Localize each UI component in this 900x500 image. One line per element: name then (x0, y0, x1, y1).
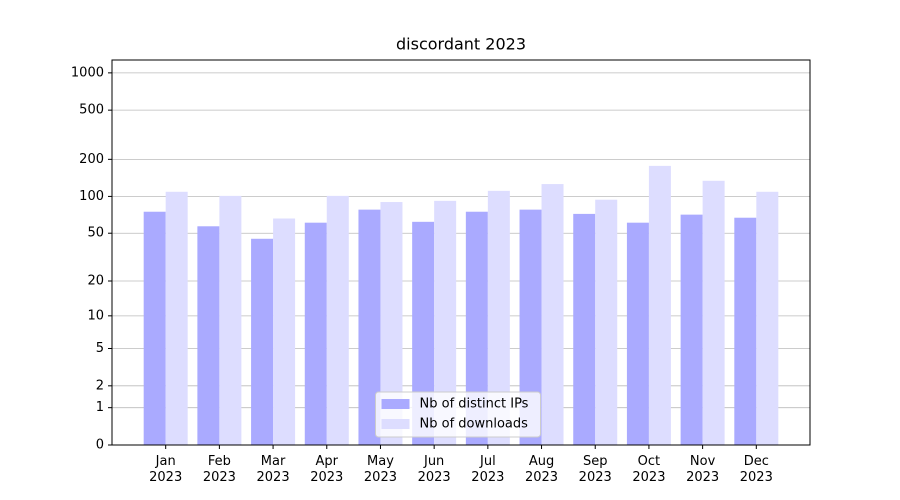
y-tick-label: 200 (79, 152, 104, 167)
bar (541, 184, 564, 446)
bar (465, 211, 488, 445)
bar (734, 217, 757, 445)
x-tick-label: Jul 2023 (471, 454, 504, 485)
bar (326, 195, 349, 445)
bar (304, 222, 327, 445)
bar (487, 190, 510, 445)
bar (434, 200, 457, 445)
bar (412, 221, 435, 445)
x-tick-label: Nov 2023 (686, 454, 719, 485)
legend-label: Nb of downloads (420, 417, 529, 432)
x-tick-label: Feb 2023 (203, 454, 236, 485)
y-tick-label: 10 (87, 308, 104, 323)
bar (595, 199, 618, 445)
x-tick-label: Oct 2023 (632, 454, 665, 485)
legend-box (375, 391, 541, 438)
legend: Nb of distinct IPs Nb of downloads (375, 391, 541, 438)
bar (273, 218, 296, 445)
legend-label: Nb of distinct IPs (420, 397, 529, 412)
x-tick-label: Jun 2023 (418, 454, 451, 485)
y-tick-label: 50 (87, 226, 104, 241)
bar (573, 213, 596, 445)
x-tick-label: Aug 2023 (525, 454, 558, 485)
bar (380, 202, 403, 445)
legend-swatch (381, 419, 410, 429)
y-tick-label: 100 (79, 189, 104, 204)
legend-swatch (381, 399, 410, 409)
bar (165, 191, 188, 445)
bar (702, 180, 725, 445)
plot-frame (111, 59, 811, 446)
x-tick-label: Mar 2023 (257, 454, 290, 485)
x-tick-label: May 2023 (364, 454, 397, 485)
x-tick-label: Dec 2023 (740, 454, 773, 485)
chart-title: discordant 2023 (396, 35, 526, 54)
bar (358, 209, 381, 445)
bar (648, 165, 671, 445)
bar (219, 195, 242, 445)
y-tick-label: 1000 (71, 65, 104, 80)
bar (197, 226, 220, 445)
x-tick-label: Apr 2023 (310, 454, 343, 485)
bar (143, 211, 166, 445)
bar (251, 238, 274, 445)
bar (626, 222, 649, 445)
y-tick-label: 5 (96, 341, 104, 356)
bar (680, 214, 703, 445)
bar (519, 209, 542, 445)
y-tick-label: 20 (87, 274, 104, 289)
y-tick-label: 500 (79, 103, 104, 118)
x-tick-label: Sep 2023 (579, 454, 612, 485)
y-tick-label: 0 (96, 438, 104, 453)
bar (756, 191, 779, 445)
y-tick-label: 2 (96, 378, 104, 393)
x-tick-label: Jan 2023 (149, 454, 182, 485)
y-tick-label: 1 (96, 400, 104, 415)
